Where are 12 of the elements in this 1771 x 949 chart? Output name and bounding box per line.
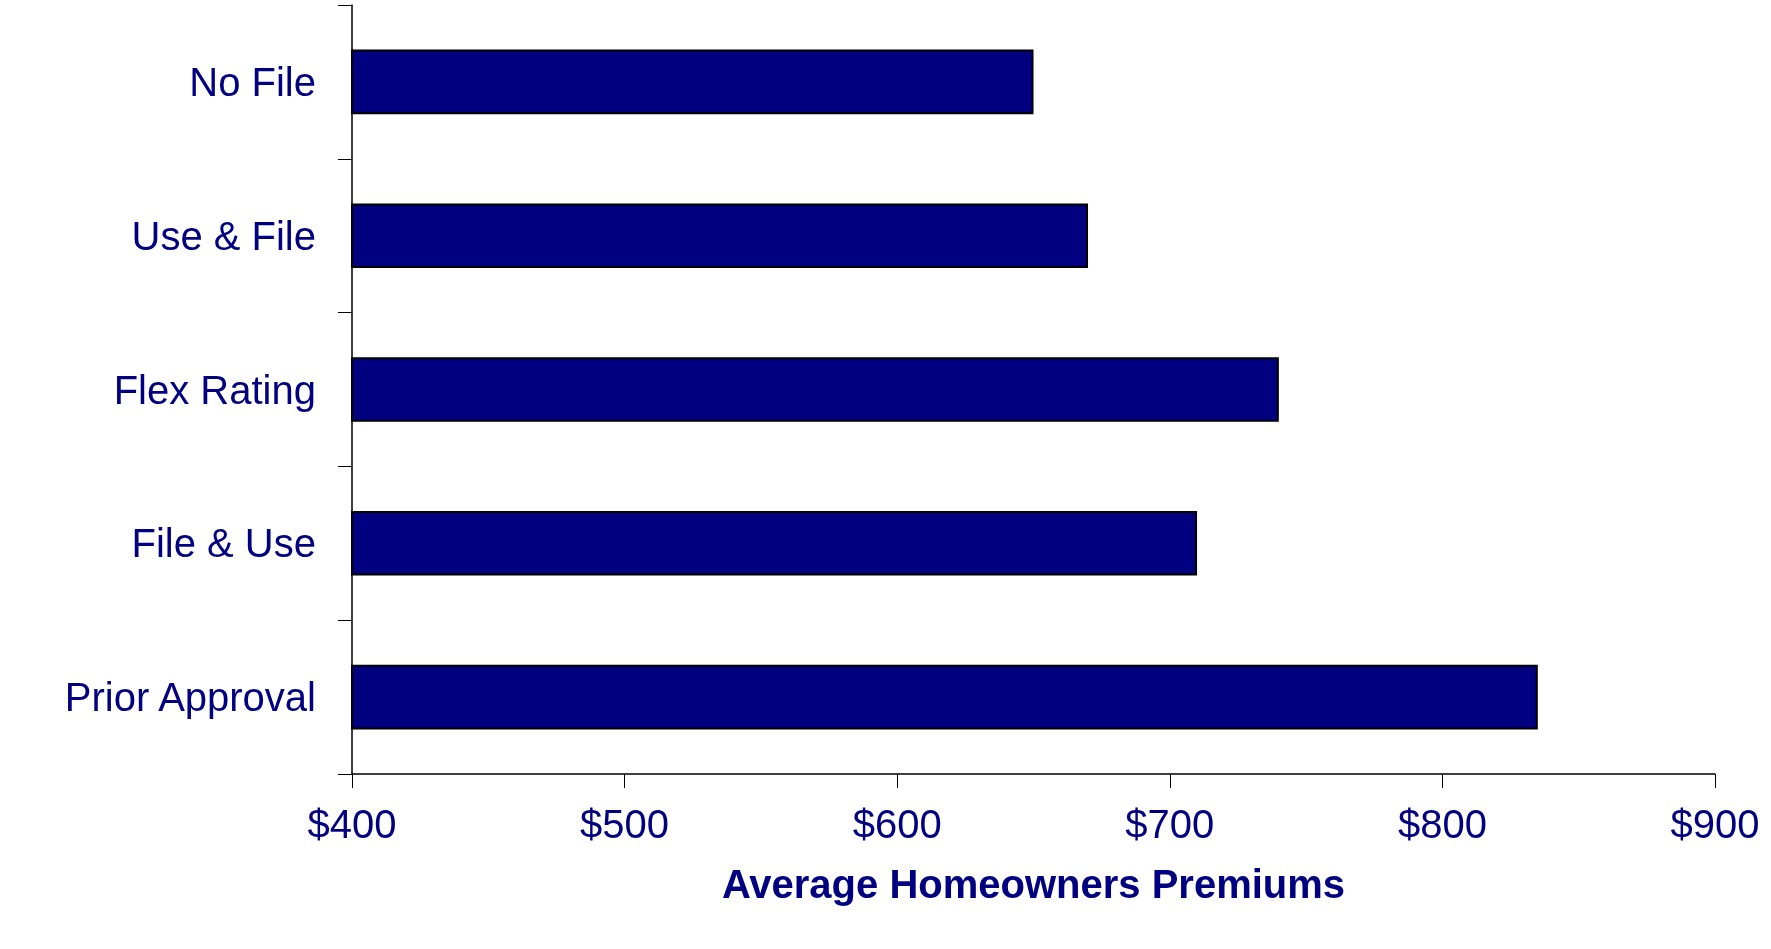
y-tick-label: Prior Approval [64,675,316,720]
y-tick-label: No File [189,59,316,104]
x-axis-title: Average Homeowners Premiums [721,862,1346,906]
y-tick-label: File & Use [131,521,316,566]
x-tick-label: $400 [307,802,397,846]
x-tick-label: $800 [1397,802,1487,846]
x-tick-label: $700 [1125,802,1215,846]
y-tick-label: Flex Rating [113,367,316,412]
y-tick-label: Use & File [131,213,316,258]
x-tick-label: $900 [1670,802,1760,846]
x-tick-label: $500 [580,802,670,846]
x-tick-label: $600 [852,802,942,846]
